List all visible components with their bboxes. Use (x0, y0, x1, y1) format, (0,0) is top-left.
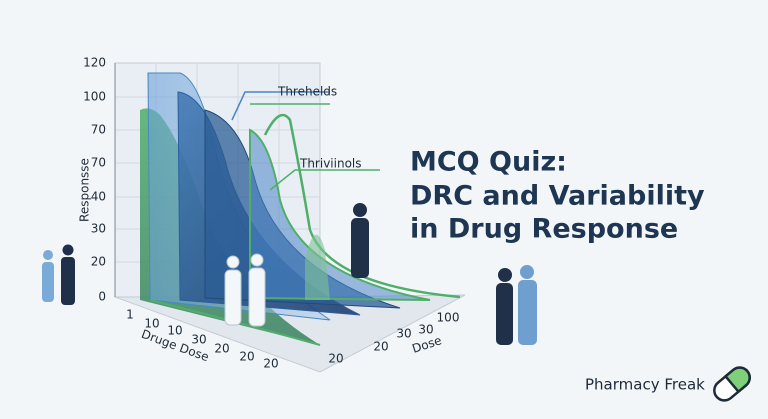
people-figures (42, 203, 537, 345)
curve-sheet (249, 128, 431, 301)
pill-icon (713, 366, 751, 402)
left-tick-label: 1 (126, 308, 134, 322)
y-tick-label: 100 (83, 90, 106, 104)
right-axis-label: Dose (410, 333, 443, 356)
title-line: MCQ Quiz: (410, 147, 567, 178)
right-tick-label: 30 (418, 323, 433, 337)
callout-label: Threhelds (277, 85, 337, 99)
left-tick-label: 10 (167, 324, 182, 338)
callout-line (231, 91, 330, 121)
chart-illustration (42, 62, 537, 373)
y-tick-label: 20 (91, 255, 106, 269)
curve-sheet (305, 234, 330, 300)
y-tick-label: 120 (83, 56, 106, 70)
right-tick-label: 20 (328, 352, 343, 366)
y-tick-label: 70 (91, 156, 106, 170)
left-tick-label: 20 (239, 350, 254, 364)
left-tick-label: 20 (263, 357, 278, 371)
title-line: in Drug Response (410, 214, 678, 245)
left-tick-label: 10 (144, 317, 159, 331)
right-tick-label: 30 (396, 327, 411, 341)
y-tick-label: 30 (91, 222, 106, 236)
callout-line (269, 169, 380, 191)
left-tick-label: 20 (214, 342, 229, 356)
y-axis-label: Responsse (78, 158, 92, 222)
callout-label: Thriviinols (299, 157, 362, 171)
y-tick-label: 70 (91, 123, 106, 137)
y-tick-label: 40 (91, 190, 106, 204)
right-tick-label: 100 (437, 311, 460, 325)
title-line: DRC and Variability (410, 181, 705, 212)
curve-line (263, 113, 461, 299)
brand-name: Pharmacy Freak (585, 376, 705, 394)
left-tick-label: 30 (191, 333, 206, 347)
y-tick-label: 0 (98, 290, 106, 304)
right-tick-label: 20 (373, 340, 388, 354)
